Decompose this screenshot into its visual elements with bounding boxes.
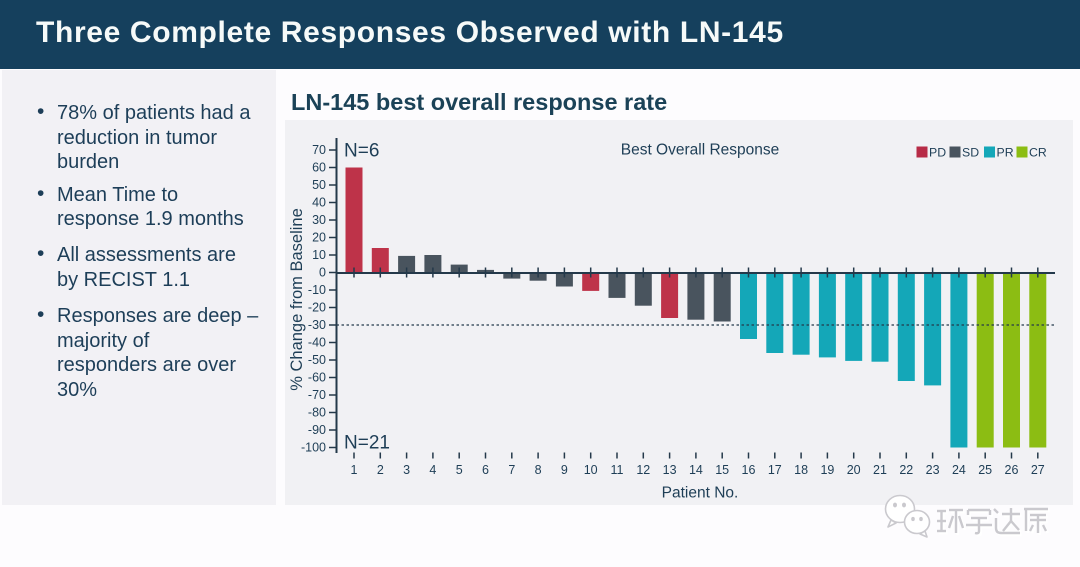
svg-text:60: 60: [312, 161, 326, 175]
svg-text:-30: -30: [308, 318, 326, 332]
svg-text:0: 0: [319, 266, 326, 280]
svg-text:40: 40: [312, 196, 326, 210]
svg-text:-10: -10: [308, 283, 326, 297]
svg-text:2: 2: [377, 463, 384, 477]
svg-text:25: 25: [978, 463, 992, 477]
svg-text:-80: -80: [308, 406, 326, 420]
svg-text:22: 22: [899, 463, 913, 477]
svg-text:CR: CR: [1029, 146, 1047, 160]
svg-text:10: 10: [584, 463, 598, 477]
svg-text:9: 9: [561, 463, 568, 477]
svg-text:16: 16: [742, 463, 756, 477]
svg-text:70: 70: [312, 143, 326, 157]
svg-text:23: 23: [926, 463, 940, 477]
svg-text:PD: PD: [929, 146, 946, 160]
svg-text:-70: -70: [308, 388, 326, 402]
svg-text:-20: -20: [308, 301, 326, 315]
svg-text:20: 20: [847, 463, 861, 477]
svg-text:18: 18: [794, 463, 808, 477]
svg-text:10: 10: [312, 248, 326, 262]
svg-text:% Change from Baseline: % Change from Baseline: [288, 208, 306, 391]
svg-text:6: 6: [482, 463, 489, 477]
svg-text:12: 12: [636, 463, 650, 477]
svg-text:17: 17: [768, 463, 782, 477]
svg-text:7: 7: [508, 463, 515, 477]
svg-text:20: 20: [312, 231, 326, 245]
svg-text:N=6: N=6: [344, 141, 379, 162]
svg-text:11: 11: [611, 463, 624, 477]
svg-text:21: 21: [873, 463, 887, 477]
svg-text:Best Overall Response: Best Overall Response: [621, 142, 780, 159]
svg-text:SD: SD: [962, 146, 979, 160]
svg-text:19: 19: [820, 463, 834, 477]
svg-text:30: 30: [312, 213, 326, 227]
svg-text:Patient No.: Patient No.: [662, 485, 739, 502]
svg-text:26: 26: [1005, 463, 1019, 477]
svg-text:5: 5: [456, 463, 463, 477]
svg-text:PR: PR: [997, 146, 1014, 160]
svg-text:-60: -60: [308, 371, 326, 385]
svg-text:N=21: N=21: [344, 433, 390, 454]
svg-text:-40: -40: [308, 336, 326, 350]
svg-text:14: 14: [689, 463, 703, 477]
svg-text:24: 24: [952, 463, 966, 477]
svg-text:15: 15: [715, 463, 729, 477]
svg-text:13: 13: [663, 463, 677, 477]
svg-text:1: 1: [351, 463, 358, 477]
svg-text:50: 50: [312, 178, 326, 192]
svg-text:-50: -50: [308, 353, 326, 367]
svg-text:3: 3: [403, 463, 410, 477]
svg-text:8: 8: [535, 463, 542, 477]
svg-text:4: 4: [429, 463, 436, 477]
svg-text:-100: -100: [301, 441, 326, 455]
svg-text:27: 27: [1031, 463, 1045, 477]
svg-text:-90: -90: [308, 423, 326, 437]
